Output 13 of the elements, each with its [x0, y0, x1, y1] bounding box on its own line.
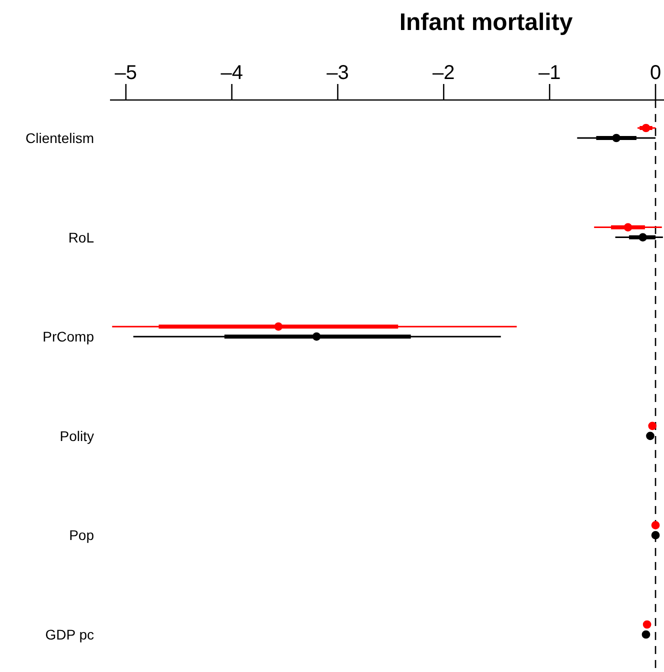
x-tick-label: –1	[538, 62, 561, 84]
y-tick-label: PrComp	[42, 328, 94, 345]
y-tick-label: Pop	[69, 527, 94, 544]
x-tick-label: 0	[650, 62, 662, 84]
x-tick-label: –3	[326, 62, 349, 84]
y-tick-label: RoL	[68, 229, 94, 246]
y-tick-label: Polity	[60, 428, 94, 444]
y-tick-label: GDP pc	[45, 626, 94, 642]
chart-title: Infant mortality	[399, 9, 574, 36]
y-tick-label: Clientelism	[26, 130, 94, 146]
x-tick-label: –5	[114, 62, 138, 84]
x-tick-label: –4	[220, 62, 243, 84]
x-tick-label: –2	[432, 62, 455, 84]
